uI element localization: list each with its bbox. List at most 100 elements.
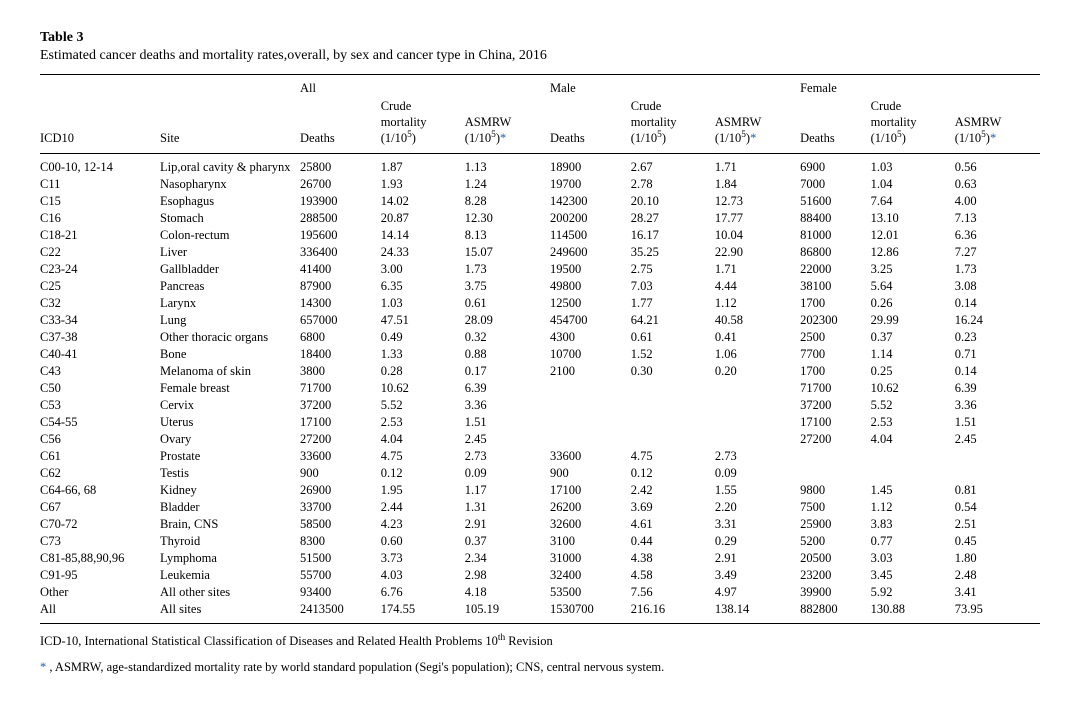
cell-all-crude: 20.87 <box>381 210 465 227</box>
group-all: All <box>300 75 550 99</box>
cell-site: Lymphoma <box>160 550 300 567</box>
cell-male-crude <box>631 380 715 397</box>
table-row: C22Liver33640024.3315.0724960035.2522.90… <box>40 244 1040 261</box>
cell-all-deaths: 6800 <box>300 329 381 346</box>
cell-site: Stomach <box>160 210 300 227</box>
cell-female-asmrw: 3.08 <box>955 278 1040 295</box>
cell-all-crude: 4.03 <box>381 567 465 584</box>
cell-male-deaths: 12500 <box>550 295 631 312</box>
cell-all-crude: 14.14 <box>381 227 465 244</box>
col-male-crude: Crudemortality(1/105) <box>631 98 715 154</box>
cell-site: Female breast <box>160 380 300 397</box>
cell-all-asmrw: 15.07 <box>465 244 550 261</box>
group-header-row: All Male Female <box>40 75 1040 99</box>
cell-icd: C91-95 <box>40 567 160 584</box>
cell-male-deaths: 900 <box>550 465 631 482</box>
cell-female-deaths: 5200 <box>800 533 871 550</box>
cell-all-crude: 10.62 <box>381 380 465 397</box>
cell-male-deaths: 200200 <box>550 210 631 227</box>
cell-female-asmrw: 0.54 <box>955 499 1040 516</box>
cell-male-asmrw: 2.73 <box>715 448 800 465</box>
cell-site: Nasopharynx <box>160 176 300 193</box>
table-row: C15Esophagus19390014.028.2814230020.1012… <box>40 193 1040 210</box>
cell-female-asmrw: 1.51 <box>955 414 1040 431</box>
cell-all-asmrw: 1.51 <box>465 414 550 431</box>
cell-site: Gallbladder <box>160 261 300 278</box>
cell-female-crude: 1.04 <box>871 176 955 193</box>
cell-female-deaths: 7500 <box>800 499 871 516</box>
cell-male-crude: 1.52 <box>631 346 715 363</box>
cell-site: Kidney <box>160 482 300 499</box>
cell-female-crude: 1.12 <box>871 499 955 516</box>
table-row: C56Ovary272004.042.45272004.042.45 <box>40 431 1040 448</box>
cell-male-deaths: 17100 <box>550 482 631 499</box>
cell-male-asmrw: 138.14 <box>715 601 800 624</box>
cell-all-asmrw: 1.24 <box>465 176 550 193</box>
table-row: C67Bladder337002.441.31262003.692.207500… <box>40 499 1040 516</box>
cell-all-crude: 5.52 <box>381 397 465 414</box>
cell-male-asmrw <box>715 431 800 448</box>
cell-icd: C25 <box>40 278 160 295</box>
cell-site: All other sites <box>160 584 300 601</box>
cell-all-deaths: 900 <box>300 465 381 482</box>
cell-all-asmrw: 0.61 <box>465 295 550 312</box>
table-row: C37-38Other thoracic organs68000.490.324… <box>40 329 1040 346</box>
cell-all-asmrw: 2.91 <box>465 516 550 533</box>
cell-female-crude: 1.03 <box>871 154 955 177</box>
cell-all-deaths: 657000 <box>300 312 381 329</box>
cell-all-deaths: 51500 <box>300 550 381 567</box>
cell-site: Bladder <box>160 499 300 516</box>
cell-male-crude: 0.44 <box>631 533 715 550</box>
cell-all-crude: 0.49 <box>381 329 465 346</box>
cell-all-asmrw: 1.13 <box>465 154 550 177</box>
footnote-1: ICD-10, International Statistical Classi… <box>40 632 1040 651</box>
table-row: AllAll sites2413500174.55105.19153070021… <box>40 601 1040 624</box>
cell-female-asmrw: 0.23 <box>955 329 1040 346</box>
cell-male-asmrw: 1.71 <box>715 261 800 278</box>
cell-site: Pancreas <box>160 278 300 295</box>
cell-female-deaths: 27200 <box>800 431 871 448</box>
cell-icd: C33-34 <box>40 312 160 329</box>
cell-female-asmrw: 3.36 <box>955 397 1040 414</box>
table-row: C62Testis9000.120.099000.120.09 <box>40 465 1040 482</box>
table-row: C91-95Leukemia557004.032.98324004.583.49… <box>40 567 1040 584</box>
cell-all-crude: 4.23 <box>381 516 465 533</box>
cell-male-asmrw: 3.31 <box>715 516 800 533</box>
cell-female-deaths: 25900 <box>800 516 871 533</box>
cell-female-crude: 10.62 <box>871 380 955 397</box>
cell-male-crude: 64.21 <box>631 312 715 329</box>
cell-icd: C67 <box>40 499 160 516</box>
cell-male-asmrw: 1.71 <box>715 154 800 177</box>
cell-male-crude: 28.27 <box>631 210 715 227</box>
cell-all-asmrw: 105.19 <box>465 601 550 624</box>
group-male: Male <box>550 75 800 99</box>
cell-all-crude: 3.73 <box>381 550 465 567</box>
cell-male-crude: 0.12 <box>631 465 715 482</box>
cell-female-deaths: 88400 <box>800 210 871 227</box>
cell-icd: C15 <box>40 193 160 210</box>
cell-icd: All <box>40 601 160 624</box>
cell-female-crude: 3.45 <box>871 567 955 584</box>
cell-female-deaths: 882800 <box>800 601 871 624</box>
cell-male-asmrw: 2.91 <box>715 550 800 567</box>
cell-female-asmrw: 3.41 <box>955 584 1040 601</box>
cell-male-asmrw: 10.04 <box>715 227 800 244</box>
table-row: C50Female breast7170010.626.397170010.62… <box>40 380 1040 397</box>
cell-all-deaths: 18400 <box>300 346 381 363</box>
cell-female-crude: 1.45 <box>871 482 955 499</box>
cell-male-crude: 2.67 <box>631 154 715 177</box>
cell-female-crude: 0.77 <box>871 533 955 550</box>
cell-female-crude: 0.26 <box>871 295 955 312</box>
cell-icd: C61 <box>40 448 160 465</box>
cell-female-asmrw <box>955 448 1040 465</box>
cell-female-crude: 5.92 <box>871 584 955 601</box>
cell-all-deaths: 93400 <box>300 584 381 601</box>
cell-all-crude: 6.35 <box>381 278 465 295</box>
cell-female-asmrw: 73.95 <box>955 601 1040 624</box>
table-row: C54-55Uterus171002.531.51171002.531.51 <box>40 414 1040 431</box>
cell-all-deaths: 87900 <box>300 278 381 295</box>
cell-all-asmrw: 2.73 <box>465 448 550 465</box>
cell-female-crude: 5.52 <box>871 397 955 414</box>
cell-male-deaths: 31000 <box>550 550 631 567</box>
col-male-deaths: Deaths <box>550 98 631 154</box>
